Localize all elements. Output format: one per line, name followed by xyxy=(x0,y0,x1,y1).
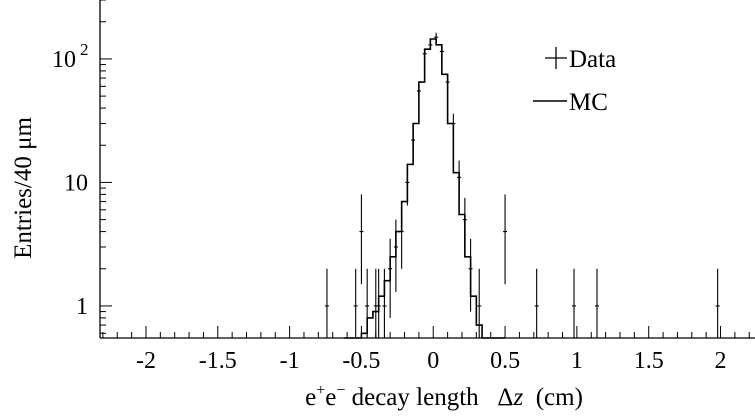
data-point xyxy=(594,268,599,338)
mc-step-line xyxy=(344,38,506,339)
data-point xyxy=(439,46,444,57)
data-point xyxy=(451,113,456,136)
data-point xyxy=(388,238,393,318)
y-tick-exponent: 2 xyxy=(80,40,89,59)
data-point xyxy=(359,194,364,285)
y-axis-title: Entries/40 μm xyxy=(10,117,37,259)
data-point xyxy=(428,40,433,50)
y-tick-label: 10 xyxy=(52,47,76,73)
data-point xyxy=(477,268,482,338)
data-point xyxy=(462,197,467,248)
data-point xyxy=(422,48,427,59)
x-title-delta: Δ xyxy=(497,384,513,411)
data-point xyxy=(376,268,381,338)
data-point xyxy=(411,127,416,154)
data-point xyxy=(382,268,387,338)
x-tick-label: 0 xyxy=(427,348,439,374)
x-tick-label: 2 xyxy=(715,348,727,374)
data-point xyxy=(416,83,421,99)
legend-data-label: Data xyxy=(569,46,616,73)
x-tick-label: -1 xyxy=(280,348,300,374)
x-title-z: z xyxy=(512,384,523,411)
x-title-e1: e xyxy=(305,384,316,411)
data-point xyxy=(534,268,539,338)
x-tick-label: -1.5 xyxy=(199,348,237,374)
data-point xyxy=(503,194,508,285)
x-title-units: (cm) xyxy=(523,384,583,411)
x-tick-label: -0.5 xyxy=(342,348,380,374)
x-title-plus: + xyxy=(316,382,325,399)
x-axis-ticks: -2 -1.5 -1 -0.5 0 0.5 1 1.5 2 xyxy=(102,326,750,374)
x-tick-label: -2 xyxy=(136,348,156,374)
data-point xyxy=(457,160,462,198)
y-tick-label: 1 xyxy=(76,294,88,320)
data-points xyxy=(324,32,720,338)
data-point xyxy=(353,268,358,338)
data-point xyxy=(399,209,404,269)
data-point xyxy=(715,268,720,338)
data-point xyxy=(572,268,577,338)
x-axis-title: e+e− decay length Δz (cm) xyxy=(305,382,583,411)
data-point xyxy=(468,238,473,312)
x-title-text: decay length xyxy=(345,384,497,411)
plot-frame xyxy=(99,0,755,339)
mc-histogram xyxy=(344,38,506,339)
data-point xyxy=(324,268,329,338)
data-point xyxy=(393,219,398,292)
legend-mc-label: MC xyxy=(569,89,608,116)
x-tick-label: 1 xyxy=(571,348,583,374)
y-tick-label: 10 xyxy=(64,170,88,196)
data-point xyxy=(373,268,378,338)
data-point xyxy=(434,32,439,42)
data-point xyxy=(365,268,370,338)
data-point xyxy=(405,164,410,206)
data-point xyxy=(445,75,450,90)
x-tick-label: 0.5 xyxy=(490,348,520,374)
x-title-minus: − xyxy=(336,382,345,399)
legend: Data MC xyxy=(533,46,616,116)
x-tick-label: 1.5 xyxy=(634,348,664,374)
x-title-e2: e xyxy=(325,384,336,411)
